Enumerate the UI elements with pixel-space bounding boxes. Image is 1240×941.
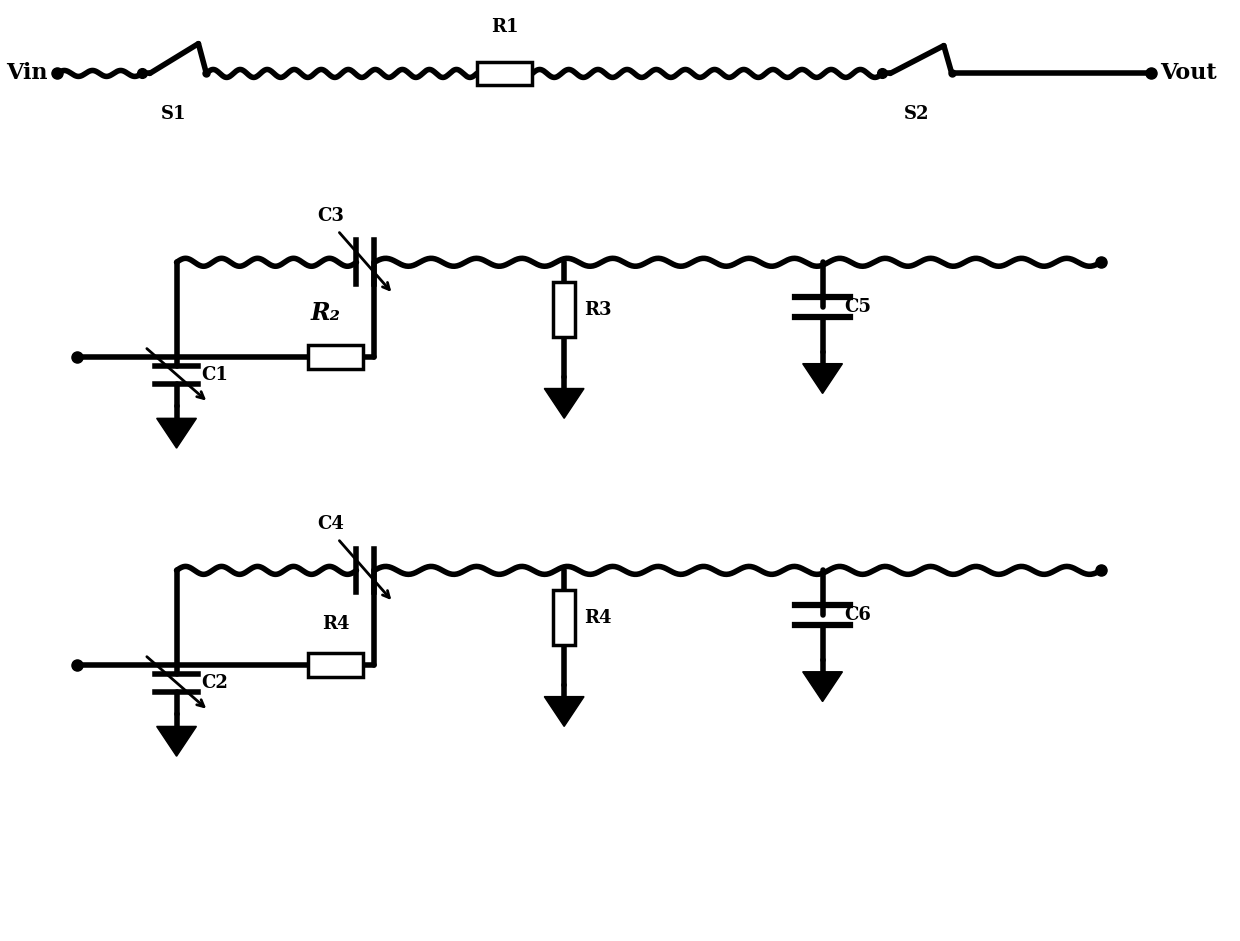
- Text: R1: R1: [491, 18, 518, 36]
- Bar: [476, 61, 532, 86]
- Text: Vout: Vout: [1161, 62, 1218, 85]
- Text: C1: C1: [201, 366, 228, 384]
- Text: R4: R4: [322, 615, 350, 633]
- Text: C2: C2: [201, 674, 228, 692]
- Bar: [553, 590, 575, 645]
- Polygon shape: [156, 419, 196, 448]
- Polygon shape: [802, 672, 842, 702]
- Text: R4: R4: [584, 609, 611, 627]
- Text: C4: C4: [317, 515, 343, 533]
- Text: C6: C6: [844, 606, 872, 624]
- Text: R₂: R₂: [311, 301, 341, 325]
- Text: C5: C5: [844, 298, 872, 316]
- Bar: [308, 653, 363, 677]
- Polygon shape: [802, 363, 842, 393]
- Polygon shape: [544, 389, 584, 419]
- Text: Vin: Vin: [6, 62, 47, 85]
- Polygon shape: [156, 726, 196, 757]
- Text: R3: R3: [584, 301, 611, 319]
- Text: S1: S1: [161, 105, 187, 123]
- Text: C3: C3: [317, 206, 343, 225]
- Polygon shape: [544, 696, 584, 726]
- Bar: [553, 282, 575, 337]
- Bar: [308, 344, 363, 369]
- Text: S2: S2: [904, 105, 930, 123]
